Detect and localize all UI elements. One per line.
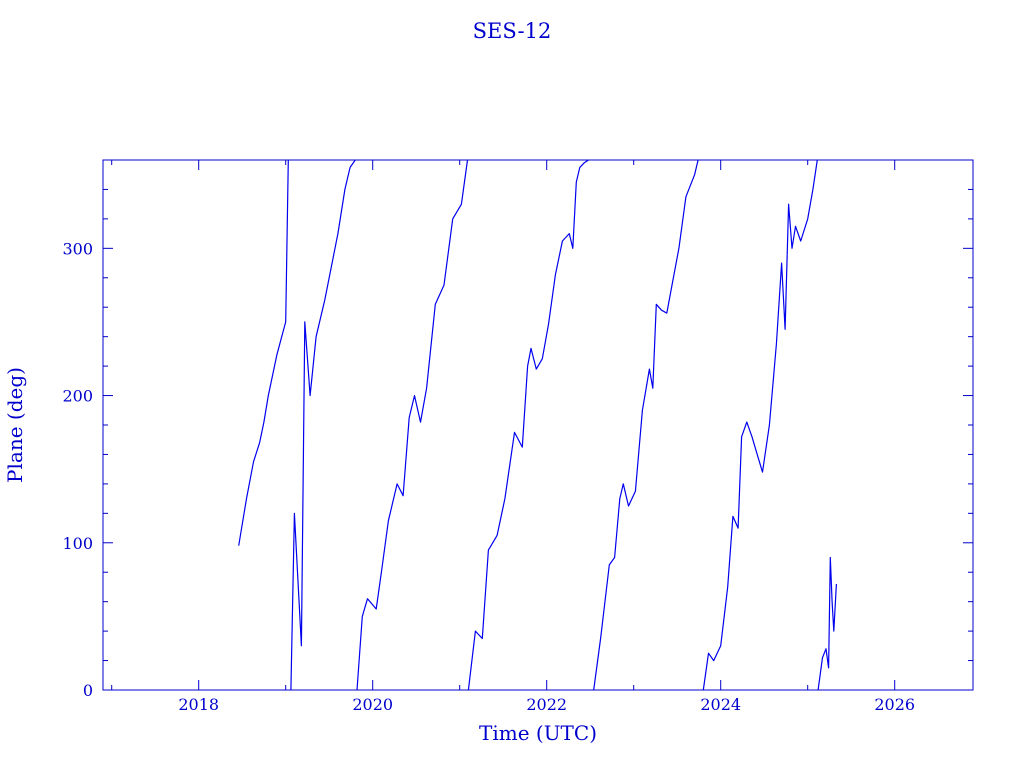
series-line-segment-3 — [356, 159, 469, 691]
x-tick-label: 2026 — [874, 695, 915, 714]
x-tick-label: 2024 — [700, 695, 741, 714]
series-line-segment-1 — [238, 159, 289, 546]
series-line-segment-6 — [702, 159, 818, 691]
series-line-segment-2 — [290, 159, 356, 691]
x-axis-label: Time (UTC) — [479, 721, 597, 745]
chart-title: SES-12 — [473, 19, 552, 43]
x-tick-label: 2022 — [526, 695, 567, 714]
series-line-segment-7 — [817, 556, 837, 691]
y-tick-label: 300 — [62, 239, 93, 258]
plot-frame — [102, 159, 974, 691]
x-tick-label: 2018 — [178, 695, 219, 714]
plot-area: 2018 2020 2022 2024 2026 0 100 200 300 — [62, 159, 974, 714]
y-tick-label: 0 — [83, 681, 93, 700]
y-axis-label: Plane (deg) — [3, 367, 27, 483]
series-line-segment-5 — [593, 159, 699, 691]
x-tick-label: 2020 — [352, 695, 393, 714]
y-tick-label: 200 — [62, 387, 93, 406]
y-tick-label: 100 — [62, 534, 93, 553]
series-line-segment-4 — [467, 159, 589, 691]
